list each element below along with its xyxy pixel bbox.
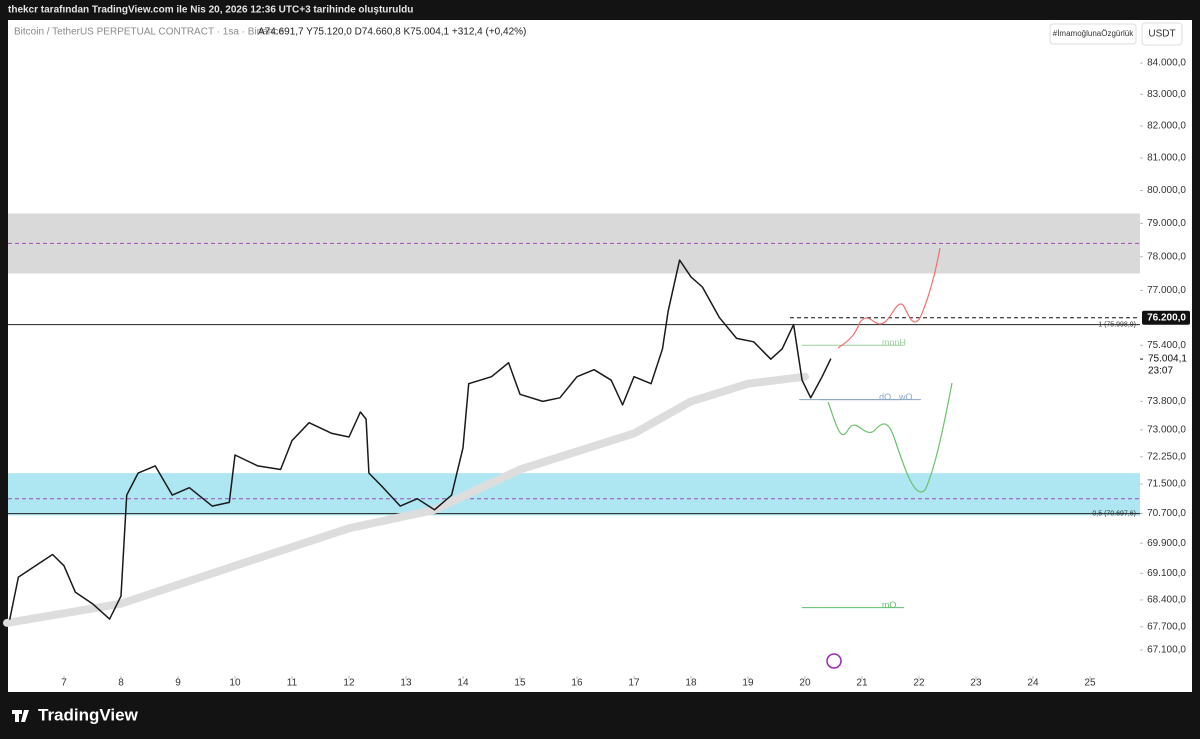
x-tick-label: 13 — [400, 678, 412, 689]
x-tick-label: 22 — [913, 678, 925, 689]
projection-up — [837, 247, 941, 349]
ohlc: A74.691,7 Y75.120,0 D74.660,8 K75.004,1 … — [258, 27, 526, 38]
x-tick-label: 8 — [118, 678, 124, 689]
zone — [8, 213, 1140, 274]
y-tick-label: 72.250,0 — [1147, 451, 1186, 462]
y-tick-label: 67.100,0 — [1147, 645, 1186, 656]
projection-down — [827, 382, 953, 493]
alert-icon[interactable] — [826, 653, 842, 669]
plot: 84.000,0 83.000,0 82.000,0 81.000,0 80.000,0… — [3, 58, 1190, 689]
x-tick-label: 24 — [1027, 678, 1039, 689]
price-mark-label: 76.200,0 — [1147, 312, 1186, 323]
price-mark-box — [1142, 310, 1190, 325]
symbol: Bitcoin / TetherUS PERPETUAL CONTRACT · … — [14, 27, 284, 38]
y-tick-label: 73.800,0 — [1147, 396, 1186, 407]
y-tick-label: 73.000,0 — [1147, 424, 1186, 435]
chart-panel — [8, 20, 1192, 692]
y-tick-label: 69.100,0 — [1147, 568, 1186, 579]
x-tick-label: 18 — [685, 678, 697, 689]
y-tick-label: 78.000,0 — [1147, 251, 1186, 262]
y-tick-label: 69.900,0 — [1147, 538, 1186, 549]
x-tick-label: 25 — [1084, 678, 1096, 689]
x-tick-label: 11 — [287, 678, 298, 689]
x-tick-label: 21 — [856, 678, 868, 689]
y-tick-label: 79.000,0 — [1147, 218, 1186, 229]
annotation-label: dO — [879, 392, 891, 402]
tag-box[interactable] — [1049, 23, 1137, 45]
tag[interactable]: #İmamoğlunaÖzgürlük — [1053, 29, 1134, 38]
y-tick-label: 81.000,0 — [1147, 153, 1186, 164]
annotation-label: mO — [882, 600, 897, 610]
y-tick-label: 84.000,0 — [1147, 58, 1186, 69]
level-label: 0,5 (70.697,6) — [1092, 510, 1136, 517]
y-tick-label: 71.500,0 — [1147, 479, 1186, 490]
brand: TradingView — [38, 705, 139, 724]
x-tick-label: 19 — [742, 678, 754, 689]
currency[interactable]: USDT — [1148, 29, 1175, 40]
caption: thekcr tarafından TradingView.com ile Ni… — [8, 5, 413, 16]
x-tick-label: 10 — [229, 678, 241, 689]
price-line — [9, 259, 832, 620]
y-tick-label: 75.400,0 — [1147, 340, 1186, 351]
y-tick-label: 80.000,0 — [1147, 185, 1186, 196]
x-tick-label: 23 — [970, 678, 982, 689]
x-tick-label: 20 — [799, 678, 811, 689]
price-mark-label: 75.004,1 — [1148, 354, 1187, 365]
x-tick-label: 7 — [61, 678, 67, 689]
x-tick-label: 17 — [628, 678, 640, 689]
y-tick-label: 68.400,0 — [1147, 595, 1186, 606]
currency-box[interactable] — [1141, 22, 1183, 46]
x-tick-label: 12 — [343, 678, 355, 689]
level-label: 1 (75.998,9) — [1098, 321, 1136, 328]
x-tick-label: 14 — [457, 678, 469, 689]
zone — [8, 473, 1140, 516]
x-tick-label: 15 — [514, 678, 526, 689]
price-line — [3, 372, 809, 627]
y-tick-label: 77.000,0 — [1147, 285, 1186, 296]
y-tick-label: 70.700,0 — [1147, 508, 1186, 519]
annotation-label: monH — [882, 338, 906, 348]
x-tick-label: 9 — [175, 678, 181, 689]
y-tick-label: 83.000,0 — [1147, 89, 1186, 100]
brand-logo — [12, 710, 29, 722]
countdown: 23:07 — [1148, 366, 1173, 377]
x-tick-label: 16 — [571, 678, 583, 689]
annotation-label: wO — [898, 392, 913, 402]
y-tick-label: 67.700,0 — [1147, 621, 1186, 632]
y-tick-label: 82.000,0 — [1147, 121, 1186, 132]
